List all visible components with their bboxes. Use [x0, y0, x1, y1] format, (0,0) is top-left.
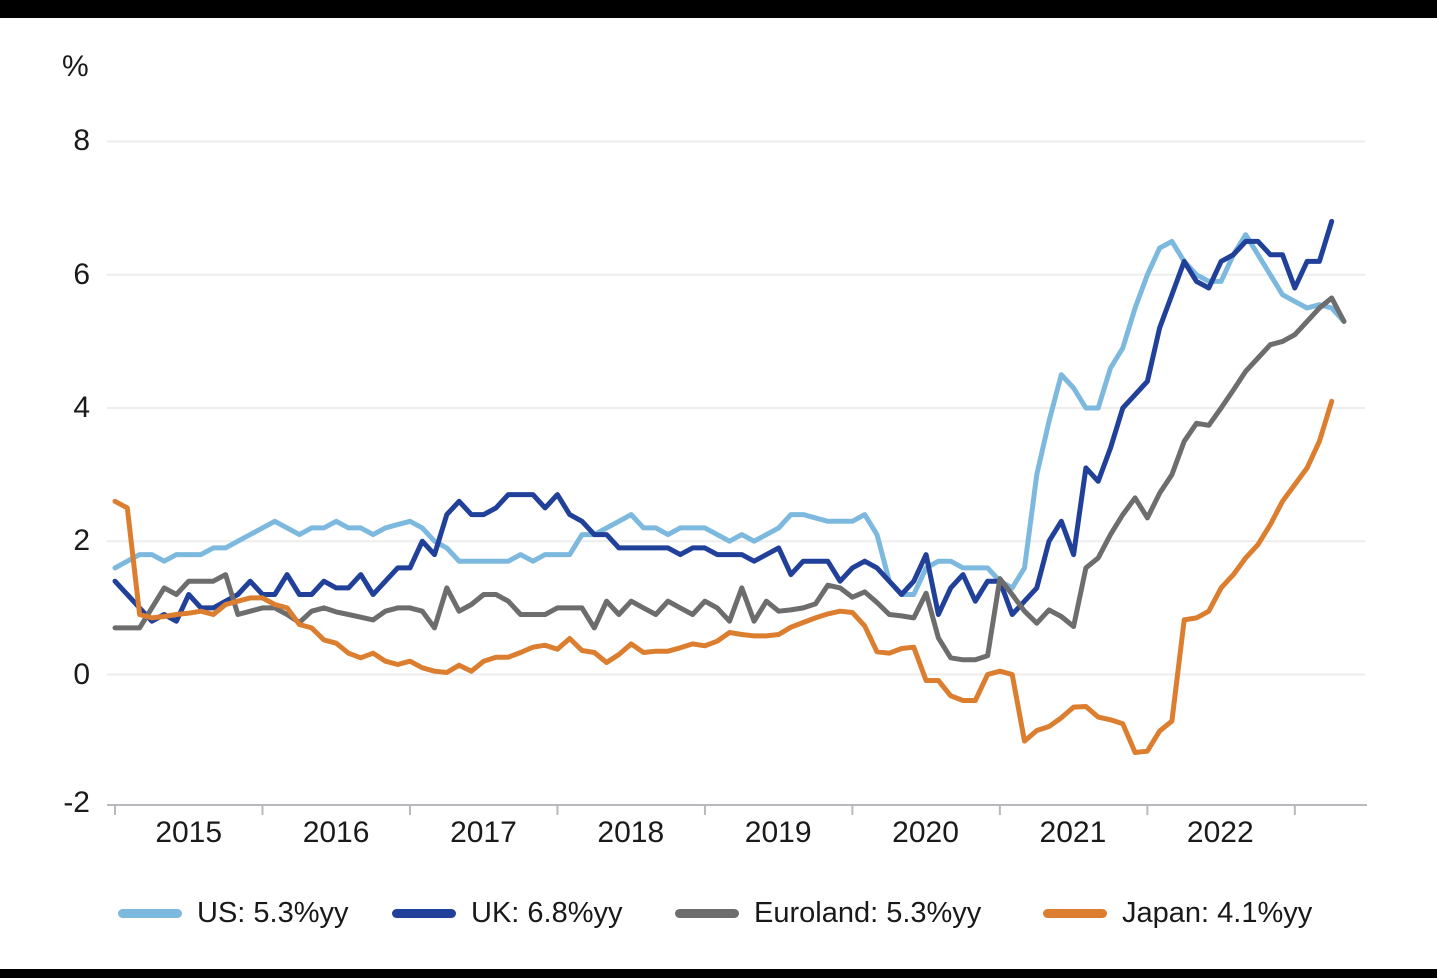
top-black-bar — [0, 0, 1437, 18]
legend-item-euroland: Euroland: 5.3%yy — [675, 894, 981, 932]
legend-label-euroland: Euroland: 5.3%yy — [754, 896, 982, 929]
legend-label-us: US: 5.3%yy — [197, 896, 349, 929]
x-tick-label: 2019 — [744, 816, 812, 849]
legend-label-japan: Japan: 4.1%yy — [1122, 896, 1313, 929]
y-axis-unit-label: % — [62, 50, 89, 83]
series-line-us — [112, 232, 1347, 597]
legend-item-japan: Japan: 4.1%yy — [1043, 894, 1312, 932]
x-tick-label: 2015 — [155, 816, 223, 849]
legend-swatch-uk — [392, 908, 456, 918]
x-tick-label: 2016 — [302, 816, 370, 849]
legend-swatch-euroland — [675, 908, 739, 918]
y-tick-label: 0 — [73, 657, 90, 691]
legend-label-uk: UK: 6.8%yy — [471, 896, 623, 929]
legend-swatch-japan — [1043, 908, 1107, 918]
legend-item-us: US: 5.3%yy — [118, 894, 349, 932]
y-tick-label: -2 — [63, 786, 90, 819]
x-tick-label: 2021 — [1039, 816, 1107, 849]
series-line-japan — [112, 398, 1335, 755]
bottom-black-bar — [0, 969, 1437, 978]
series-line-euroland — [112, 295, 1347, 663]
y-tick-label: 8 — [73, 124, 90, 158]
y-tick-label: 2 — [73, 524, 90, 558]
y-tick-label: 6 — [73, 257, 90, 291]
legend: US: 5.3%yy UK: 6.8%yy Euroland: 5.3%yy Japa… — [0, 894, 1437, 932]
legend-item-uk: UK: 6.8%yy — [392, 894, 623, 932]
y-tick-label: 4 — [73, 390, 90, 424]
x-tick-label: 2020 — [892, 816, 959, 849]
series-line-uk — [112, 218, 1335, 624]
x-tick-label: 2022 — [1186, 816, 1254, 849]
x-tick-label: 2017 — [450, 816, 517, 849]
legend-swatch-us — [118, 908, 182, 918]
x-tick-label: 2018 — [597, 816, 665, 849]
